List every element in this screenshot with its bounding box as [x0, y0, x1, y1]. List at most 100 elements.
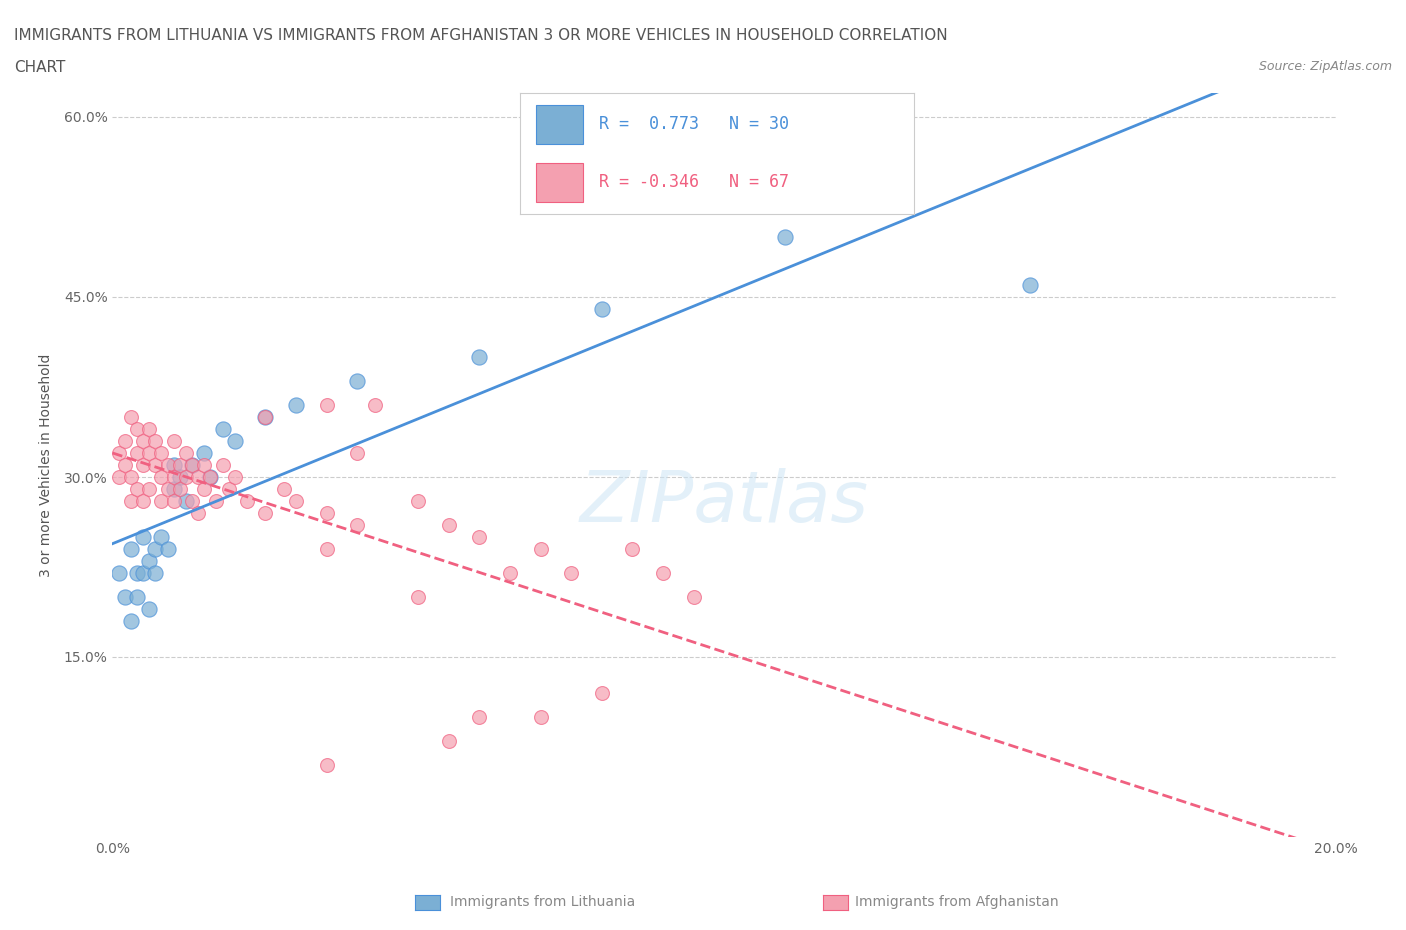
Point	[591, 685, 613, 700]
Point	[408, 590, 430, 604]
Point	[315, 541, 337, 556]
Point	[205, 494, 228, 509]
Point	[211, 421, 233, 436]
Point	[107, 470, 129, 485]
Point	[138, 445, 160, 460]
Point	[138, 482, 160, 497]
Bar	[536, 105, 583, 144]
Y-axis label: 3 or more Vehicles in Household: 3 or more Vehicles in Household	[38, 353, 52, 577]
Point	[181, 458, 204, 472]
Text: R = -0.346   N = 67: R = -0.346 N = 67	[599, 174, 789, 192]
Point	[236, 494, 259, 509]
Point	[224, 470, 246, 485]
Point	[125, 421, 148, 436]
Point	[150, 445, 173, 460]
Point	[156, 482, 179, 497]
Point	[114, 590, 136, 604]
Point	[150, 529, 173, 544]
Point	[132, 529, 155, 544]
Point	[120, 470, 142, 485]
Point	[346, 445, 368, 460]
Point	[156, 458, 179, 472]
Point	[224, 433, 246, 448]
Text: CHART: CHART	[14, 60, 66, 75]
Point	[143, 458, 166, 472]
Point	[132, 458, 155, 472]
Text: Immigrants from Afghanistan: Immigrants from Afghanistan	[855, 895, 1059, 910]
Point	[174, 494, 197, 509]
Point	[284, 397, 308, 412]
Point	[107, 445, 129, 460]
Point	[437, 518, 460, 533]
Point	[107, 565, 129, 580]
Point	[187, 470, 209, 485]
Point	[187, 506, 209, 521]
Point	[499, 565, 522, 580]
Point	[364, 397, 387, 412]
Point	[315, 397, 337, 412]
Point	[169, 458, 191, 472]
Point	[138, 553, 160, 568]
Point	[169, 482, 191, 497]
Point	[193, 458, 215, 472]
Point	[163, 458, 186, 472]
Point	[125, 445, 148, 460]
Point	[138, 421, 160, 436]
Point	[254, 409, 277, 424]
Point	[174, 445, 197, 460]
Point	[163, 494, 186, 509]
Point	[114, 433, 136, 448]
Point	[143, 433, 166, 448]
Point	[284, 494, 308, 509]
Point	[156, 541, 179, 556]
Point	[621, 541, 644, 556]
Point	[468, 710, 491, 724]
Point	[682, 590, 704, 604]
Point	[468, 529, 491, 544]
Point	[775, 230, 797, 245]
Text: ZIPatlas: ZIPatlas	[579, 468, 869, 537]
Point	[132, 433, 155, 448]
Point	[408, 494, 430, 509]
Point	[254, 409, 277, 424]
Point	[254, 506, 277, 521]
Point	[591, 301, 613, 316]
Point	[346, 374, 368, 389]
Point	[132, 494, 155, 509]
Text: Source: ZipAtlas.com: Source: ZipAtlas.com	[1258, 60, 1392, 73]
Text: IMMIGRANTS FROM LITHUANIA VS IMMIGRANTS FROM AFGHANISTAN 3 OR MORE VEHICLES IN H: IMMIGRANTS FROM LITHUANIA VS IMMIGRANTS …	[14, 28, 948, 43]
Point	[125, 590, 148, 604]
Point	[120, 614, 142, 629]
Text: Immigrants from Lithuania: Immigrants from Lithuania	[450, 895, 636, 910]
Point	[143, 565, 166, 580]
Point	[150, 494, 173, 509]
Point	[120, 494, 142, 509]
Point	[1018, 277, 1040, 292]
Point	[530, 541, 553, 556]
Point	[181, 458, 204, 472]
Bar	[536, 163, 583, 202]
Point	[120, 541, 142, 556]
Point	[211, 458, 233, 472]
Point	[114, 458, 136, 472]
Point	[193, 482, 215, 497]
Point	[346, 518, 368, 533]
Point	[200, 470, 222, 485]
Point	[163, 482, 186, 497]
Point	[273, 482, 295, 497]
Point	[163, 470, 186, 485]
Point	[468, 350, 491, 365]
Point	[530, 710, 553, 724]
Point	[150, 470, 173, 485]
Point	[437, 734, 460, 749]
Point	[138, 602, 160, 617]
Point	[125, 565, 148, 580]
Point	[132, 565, 155, 580]
Point	[560, 565, 582, 580]
Point	[218, 482, 240, 497]
Point	[143, 541, 166, 556]
Point	[652, 565, 675, 580]
Point	[193, 445, 215, 460]
Point	[315, 758, 337, 773]
Point	[174, 470, 197, 485]
